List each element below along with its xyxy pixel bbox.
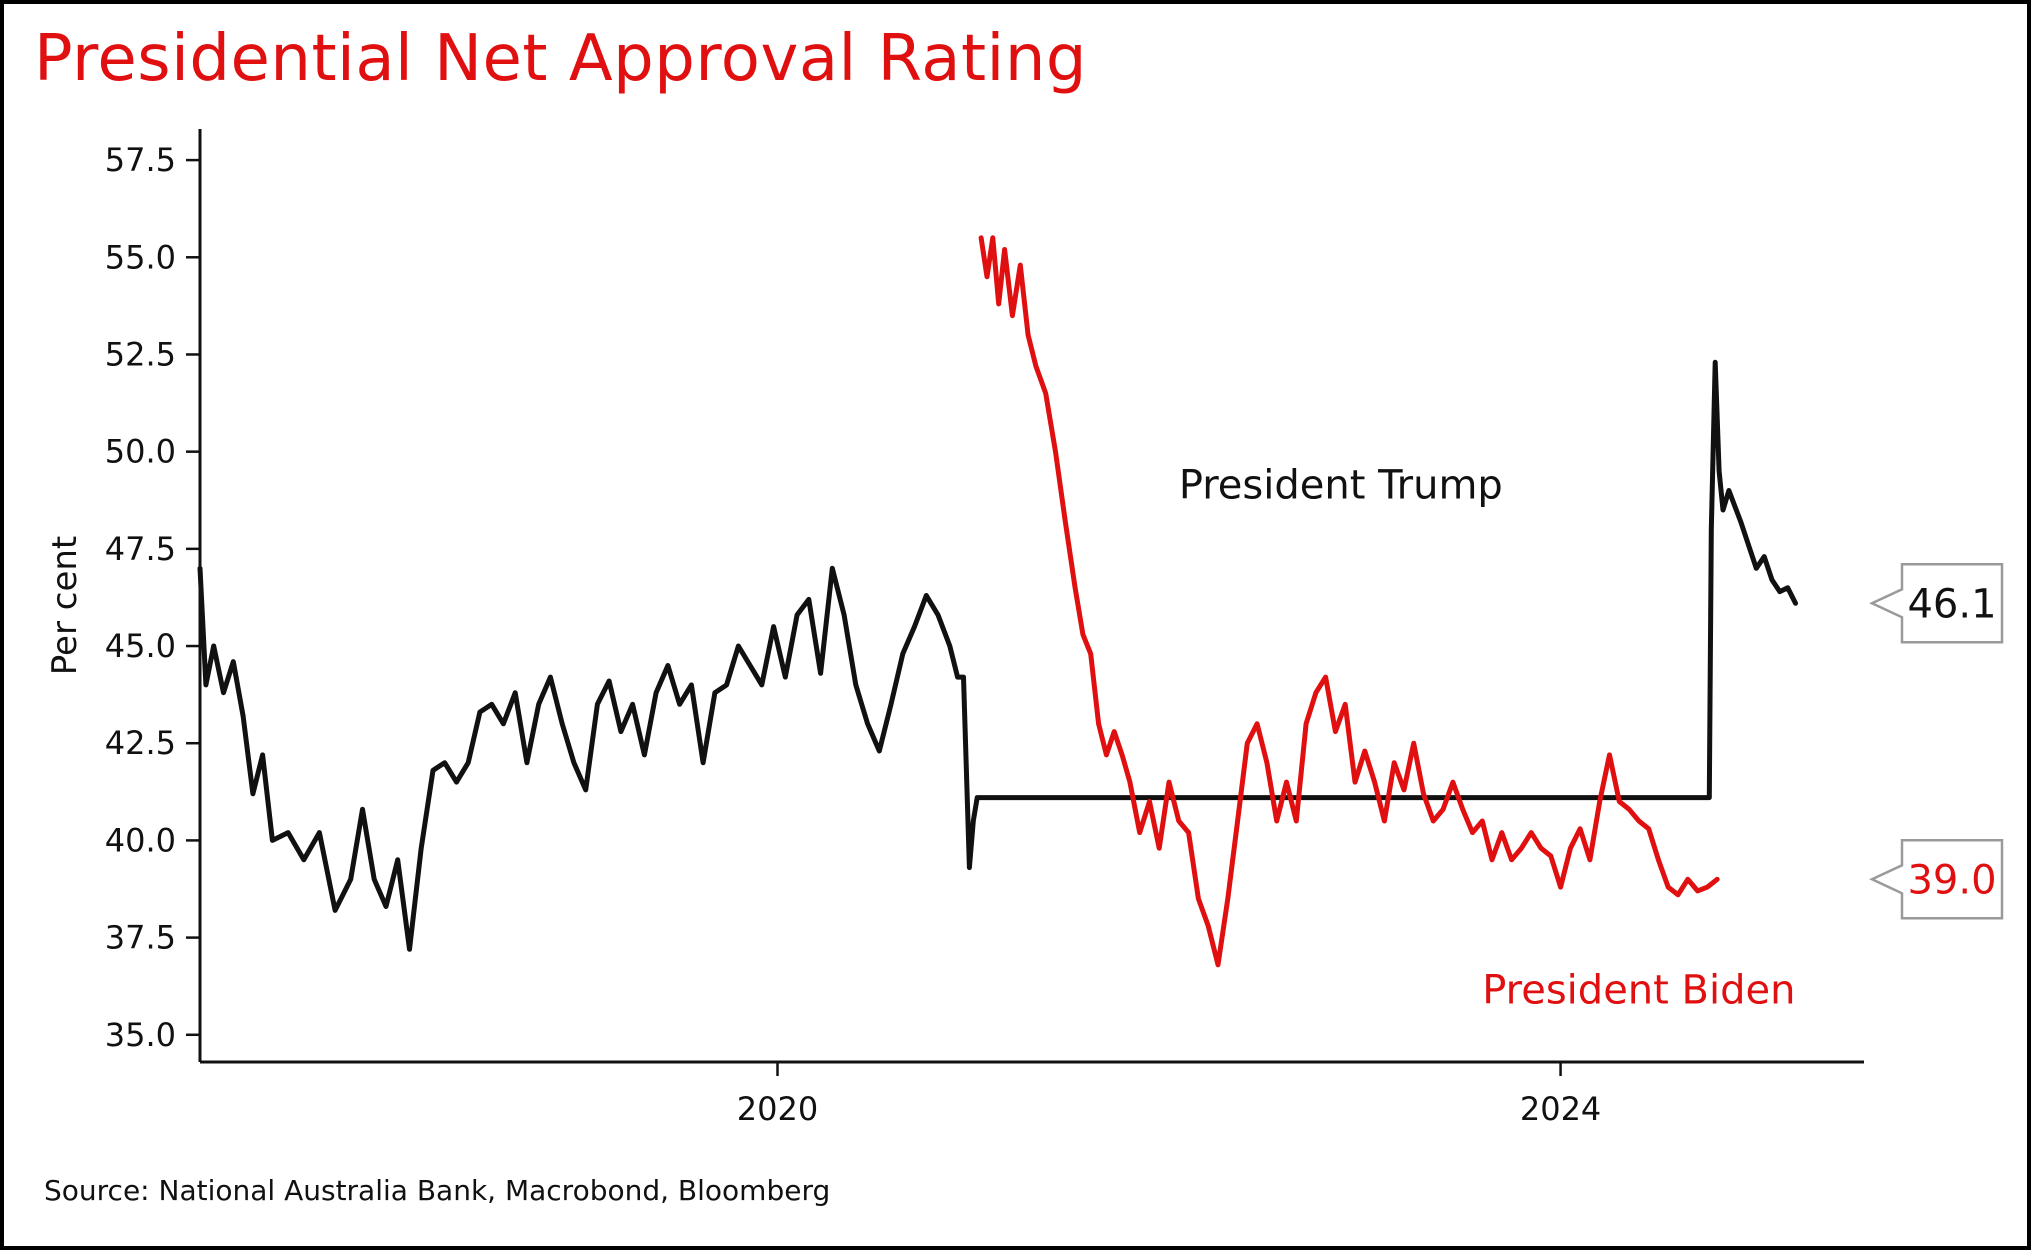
- y-tick-label: 55.0: [105, 238, 176, 276]
- y-axis-title: Per cent: [45, 536, 85, 676]
- end-label-trump: 46.1: [1869, 563, 2004, 644]
- y-axis-ticks: 35.0 37.5 40.0 42.5 45.0 47.5 50.0 52.5 55.0 57.5: [105, 141, 200, 1054]
- y-tick-label: 50.0: [105, 433, 176, 471]
- series-label-biden: President Biden: [1482, 968, 1795, 1014]
- chart-title: Presidential Net Approval Rating: [34, 22, 1087, 96]
- chart-plot: 35.0 37.5 40.0 42.5 45.0 47.5 50.0 52.5 55.0 57.5…: [45, 129, 2004, 1128]
- y-tick-label: 35.0: [105, 1016, 176, 1054]
- x-tick-label: 2020: [737, 1090, 818, 1128]
- callout-box: [1869, 563, 2004, 644]
- end-value-callouts: 46.1 39.0: [1869, 563, 2004, 920]
- callout-value: 46.1: [1907, 581, 1996, 627]
- series-label-trump: President Trump: [1179, 462, 1503, 508]
- series-line-biden: [978, 235, 1720, 968]
- series-layer: [197, 235, 1798, 968]
- x-axis-ticks: 2020 2024: [737, 1062, 1601, 1128]
- series-line-trump: [197, 359, 1798, 952]
- y-tick-label: 40.0: [105, 821, 176, 859]
- callout-box: [1869, 839, 2004, 920]
- x-tick-label: 2024: [1520, 1090, 1601, 1128]
- y-tick-label: 47.5: [105, 530, 176, 568]
- y-tick-label: 52.5: [105, 335, 176, 373]
- callout-value: 39.0: [1907, 857, 1996, 903]
- end-label-biden: 39.0: [1869, 839, 2004, 920]
- y-tick-label: 37.5: [105, 919, 176, 957]
- y-tick-label: 45.0: [105, 627, 176, 665]
- y-tick-label: 57.5: [105, 141, 176, 179]
- y-tick-label: 42.5: [105, 724, 176, 762]
- source-note: Source: National Australia Bank, Macrobo…: [44, 1174, 831, 1207]
